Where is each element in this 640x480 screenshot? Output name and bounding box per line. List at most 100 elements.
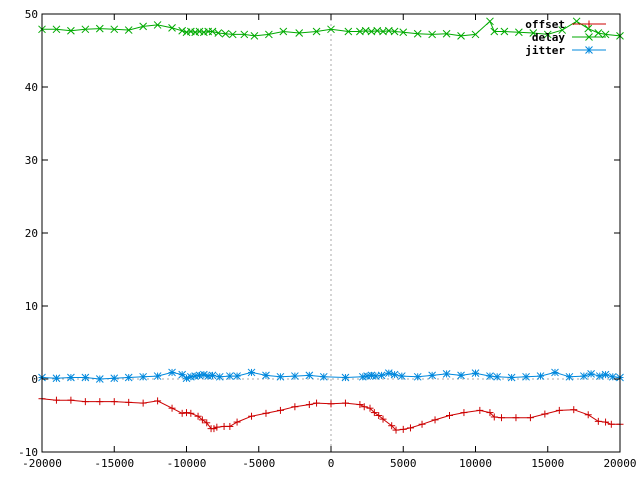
offset-point [406,424,414,432]
offset-point [388,422,396,430]
offset-point [512,414,520,422]
offset-point [341,399,349,407]
offset-point [305,401,313,409]
jitter-point [601,370,610,379]
jitter-point [486,372,494,380]
legend-marker [585,33,593,41]
offset-point [139,399,147,407]
legend-marker [585,20,593,28]
jitter-point [124,373,133,382]
delay-point [81,25,90,34]
delay-point [178,26,187,35]
offset-point [460,409,468,417]
delay-point [95,24,104,33]
series-layer [38,17,624,434]
offset-point [555,406,563,414]
x-tick-label: 20000 [603,457,636,470]
jitter-point [536,372,545,380]
legend-label: delay [532,31,565,44]
x-tick-label: 5000 [390,457,417,470]
series-offset [38,395,624,434]
x-tick-label: -10000 [167,457,207,470]
offset-point [594,417,602,425]
offset-point [183,409,190,417]
jitter-point [493,372,502,381]
delay-point [514,28,523,37]
delay-point [457,32,465,40]
jitter-point [215,372,224,381]
offset-point [313,399,321,407]
axis-ticks: -20000 -15000 -10000 -5000 0 5000 10000 15000 20… [18,8,636,470]
offset-point [541,410,549,418]
offset-point [327,400,335,408]
jitter-point [67,373,75,382]
jitter-point [305,371,314,380]
delay-point [221,29,230,38]
y-tick-label: 30 [25,154,38,167]
offset-point [187,409,195,417]
offset-point [233,418,241,426]
offset-point [375,412,383,419]
offset-point [248,412,256,420]
jitter-point [233,372,241,380]
legend-item-delay: delay [532,31,606,44]
offset-point [276,406,284,414]
delay-point [110,25,119,34]
y-tick-label: 50 [25,8,38,21]
jitter-point [52,374,61,383]
delay-point [295,29,304,37]
offset-point [498,414,506,422]
jitter-point [457,371,465,380]
offset-point [476,406,484,414]
delay-point [153,21,162,29]
delay-point [471,30,480,39]
jitter-point [595,372,604,380]
offset-point [198,416,206,424]
offset-point [584,411,592,419]
delay-point [486,17,494,26]
offset-point [486,409,494,417]
jitter-point [442,370,451,378]
delay-point [529,29,538,37]
offset-point [418,420,426,428]
delay-point [428,30,437,39]
delay-point [442,29,451,38]
y-tick-label: 40 [25,81,38,94]
offset-point [203,419,211,427]
offset-line [41,398,620,431]
y-tick-label: 20 [25,227,38,240]
delay-line [42,20,621,37]
offset-point [67,396,75,404]
delay-point [52,25,61,34]
jitter-point [168,368,176,377]
y-tick-label: -10 [18,446,38,459]
jitter-point [580,372,588,380]
offset-point [445,412,453,419]
jitter-point [384,369,393,378]
offset-point [154,397,162,405]
delay-point [208,27,217,36]
delay-point [543,30,552,39]
y-tick-label: 0 [31,373,38,386]
jitter-point [397,372,406,380]
legend-label: offset [525,18,565,31]
offset-point [125,398,133,406]
series-jitter [38,368,624,383]
jitter-point [208,371,217,380]
jitter-point [522,372,530,381]
delay-point [279,27,288,36]
offset-point [370,409,378,417]
delay-point [228,30,237,39]
jitter-point [341,373,350,382]
delay-point [327,25,335,34]
jitter-point [291,372,299,380]
jitter-point [110,374,119,383]
jitter-point [551,368,559,377]
offset-point [262,409,270,417]
offset-point [291,403,299,411]
y-tick-label: 10 [25,300,38,313]
offset-point [226,422,234,430]
delay-point [168,24,176,32]
jitter-point [507,373,516,382]
